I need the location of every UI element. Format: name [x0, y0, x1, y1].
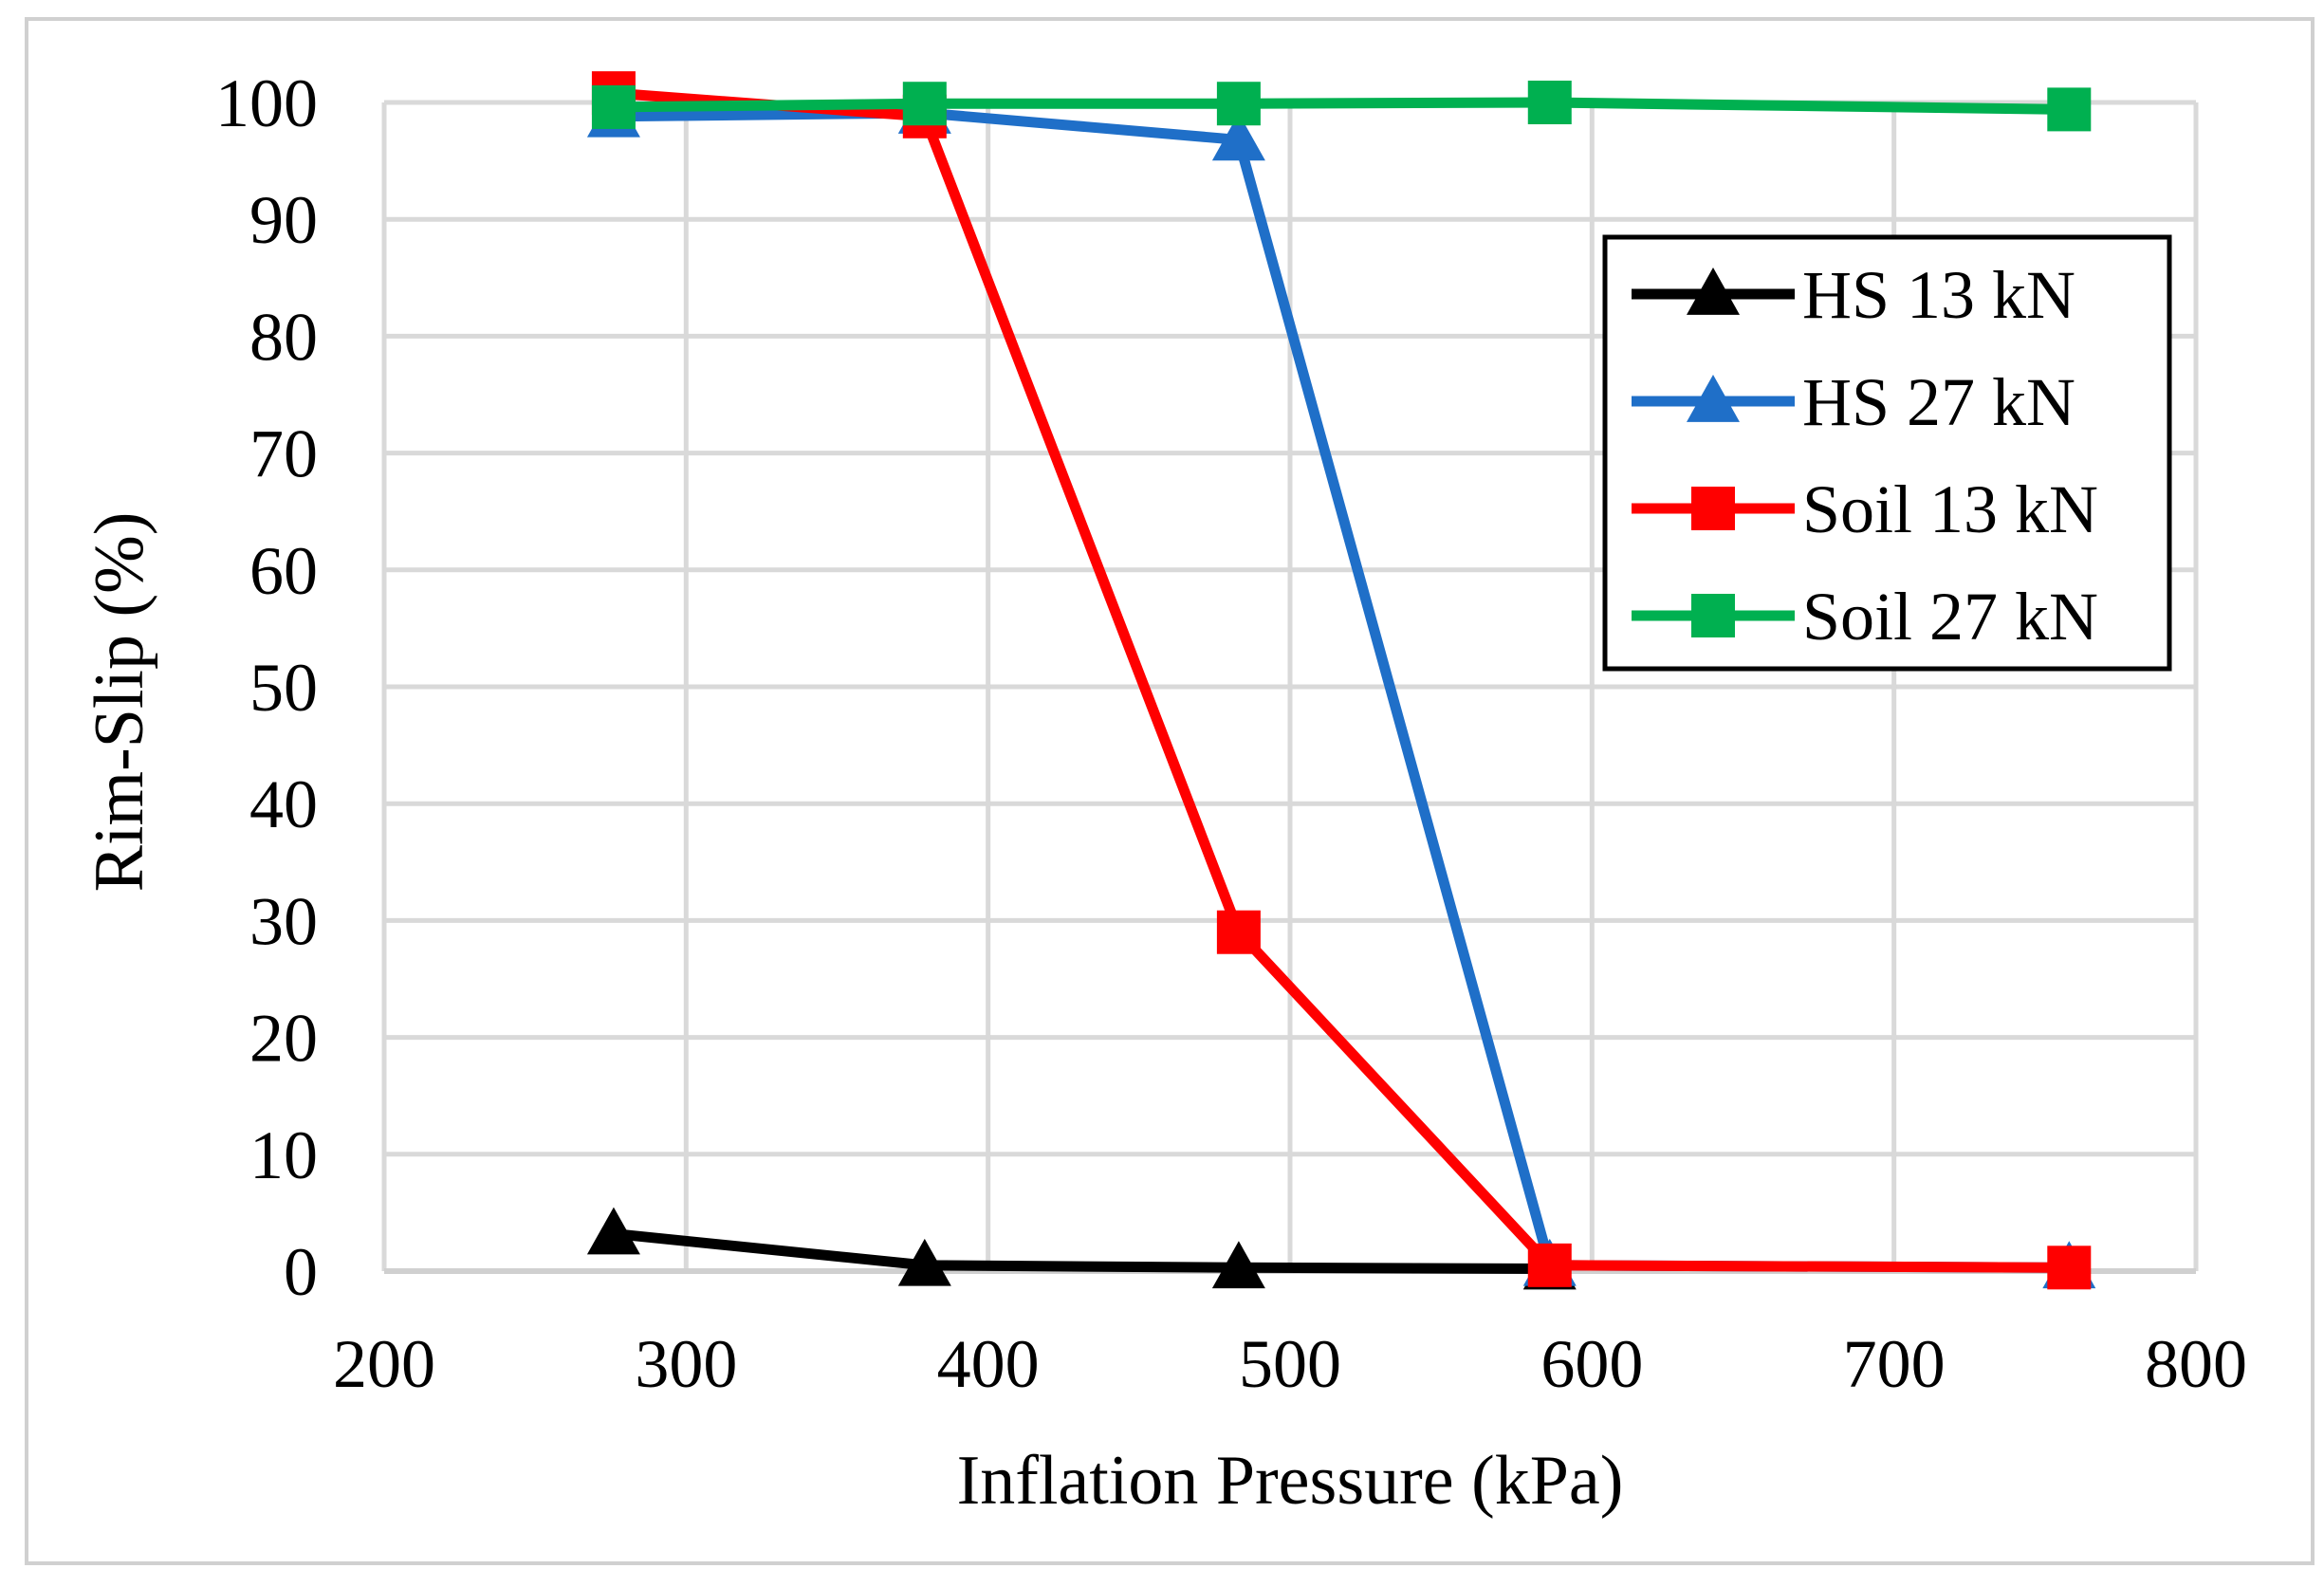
y-tick-label: 20: [249, 1001, 318, 1077]
x-tick-label: 200: [333, 1326, 435, 1402]
x-axis-title: Inflation Pressure (kPa): [957, 1442, 1624, 1520]
data-point-hs-13-kn: [897, 1238, 951, 1286]
x-tick-label: 700: [1843, 1326, 1946, 1402]
y-tick-label: 90: [249, 182, 318, 258]
y-tick-label: 30: [249, 883, 318, 959]
legend-label-soil-27-kn: Soil 27 kN: [1802, 579, 2098, 655]
x-tick-label: 300: [635, 1326, 737, 1402]
y-tick-label: 60: [249, 533, 318, 609]
data-point-soil-27-kn: [1527, 81, 1572, 124]
data-point-hs-27-kn: [1211, 113, 1265, 161]
data-point-soil-27-kn: [2047, 87, 2092, 132]
legend-label-hs-27-kn: HS 27 kN: [1802, 364, 2075, 440]
legend-label-soil-13-kn: Soil 13 kN: [1802, 471, 2098, 547]
data-point-soil-13-kn: [2047, 1246, 2092, 1290]
legend-label-hs-13-kn: HS 13 kN: [1802, 257, 2075, 333]
y-tick-label: 40: [249, 766, 318, 842]
y-axis-title: Rim-Slip (%): [81, 512, 158, 893]
y-tick-label: 80: [249, 299, 318, 375]
x-tick-label: 400: [937, 1326, 1040, 1402]
series-layer: [586, 71, 2096, 1290]
y-tick-label: 50: [249, 650, 318, 726]
legend-marker-hs-13-kn: [1687, 268, 1740, 315]
y-tick-label: 0: [284, 1234, 318, 1310]
data-point-soil-13-kn: [1216, 910, 1261, 954]
data-point-soil-13-kn: [1527, 1243, 1572, 1287]
y-tick-label: 100: [215, 65, 318, 141]
data-point-soil-27-kn: [1216, 82, 1261, 126]
data-point-soil-27-kn: [591, 84, 636, 129]
x-tick-label: 600: [1540, 1326, 1643, 1402]
data-point-soil-27-kn: [902, 82, 947, 126]
series-line-soil-27-kn: [608, 97, 2075, 115]
series-line-hs-13-kn: [608, 1228, 1556, 1275]
data-point-hs-13-kn: [1211, 1241, 1265, 1289]
y-tick-label: 10: [249, 1117, 318, 1193]
legend: HS 13 kN HS 27 kN Soil 13 kN Soil 27 kN: [1602, 234, 2172, 672]
x-tick-label: 800: [2145, 1326, 2247, 1402]
legend-marker-soil-13-kn: [1691, 487, 1735, 530]
legend-marker-soil-27-kn: [1691, 594, 1735, 637]
label-layer: Inflation Pressure (kPa) Rim-Slip (%): [81, 512, 1623, 1520]
y-tick-label: 70: [249, 416, 318, 492]
data-point-hs-13-kn: [586, 1207, 640, 1255]
x-tick-label: 500: [1239, 1326, 1341, 1402]
legend-marker-hs-27-kn: [1687, 375, 1740, 422]
